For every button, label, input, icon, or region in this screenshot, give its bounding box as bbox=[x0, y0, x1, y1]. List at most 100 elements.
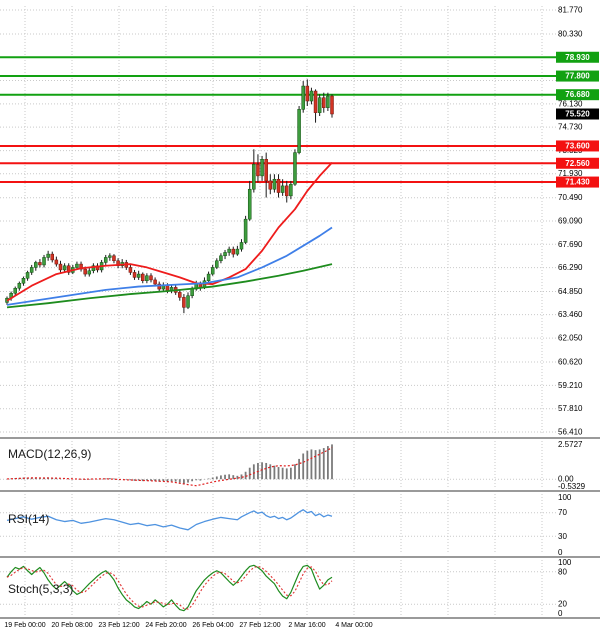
candle bbox=[280, 185, 285, 193]
price-tick-label: 62.050 bbox=[558, 334, 583, 343]
time-label: 24 Feb 20:00 bbox=[145, 622, 186, 629]
candle bbox=[227, 248, 231, 253]
candle bbox=[38, 262, 42, 266]
ma-fast-line bbox=[6, 161, 333, 302]
candle bbox=[305, 85, 310, 102]
stoch-axis-label: 100 bbox=[558, 558, 572, 567]
candle bbox=[112, 255, 116, 262]
candle bbox=[13, 287, 17, 294]
support-price-label-text: 71.430 bbox=[565, 178, 590, 187]
current-price-label-text: 75.520 bbox=[565, 110, 590, 119]
candle bbox=[29, 267, 34, 273]
time-label: 4 Mar 00:00 bbox=[335, 622, 372, 629]
support-price-label-box bbox=[556, 157, 599, 169]
candle bbox=[34, 262, 38, 268]
rsi-indicator-label: RSI(14) bbox=[8, 512, 50, 526]
candle bbox=[317, 97, 322, 113]
price-tick-label: 71.930 bbox=[558, 169, 583, 178]
candle bbox=[313, 90, 318, 113]
candle bbox=[264, 159, 268, 182]
candle bbox=[157, 283, 161, 290]
candle bbox=[297, 109, 301, 153]
candle bbox=[252, 164, 256, 190]
resistance-price-label-text: 76.680 bbox=[565, 90, 590, 99]
resistance-price-label-text: 78.930 bbox=[565, 53, 590, 62]
price-tick-label: 70.490 bbox=[558, 193, 583, 202]
price-tick-label: 56.410 bbox=[558, 428, 583, 437]
candle bbox=[25, 272, 30, 279]
price-tick-label: 74.730 bbox=[558, 123, 583, 132]
candle bbox=[46, 253, 50, 258]
current-price-label-box bbox=[556, 108, 599, 120]
price-tick-label: 80.330 bbox=[558, 29, 583, 38]
candle bbox=[276, 178, 281, 193]
candle bbox=[326, 95, 330, 108]
stoch-axis-label: 20 bbox=[558, 600, 567, 609]
rsi-line bbox=[6, 509, 333, 531]
candle bbox=[66, 265, 71, 273]
candle bbox=[190, 288, 194, 296]
price-tick-label: 67.690 bbox=[558, 240, 583, 249]
candle bbox=[136, 273, 141, 278]
candle bbox=[231, 248, 236, 255]
panel-separator bbox=[0, 556, 600, 558]
candle bbox=[21, 277, 26, 284]
candle bbox=[268, 180, 273, 190]
price-tick-label: 66.290 bbox=[558, 263, 583, 272]
candle bbox=[128, 267, 133, 273]
candle bbox=[206, 273, 211, 281]
candle bbox=[293, 152, 297, 185]
panel-separator bbox=[0, 437, 600, 439]
candle bbox=[243, 218, 248, 243]
stoch-indicator-label: Stoch(5,3,3) bbox=[8, 582, 74, 596]
time-label: 27 Feb 12:00 bbox=[239, 622, 280, 629]
candle bbox=[42, 257, 46, 266]
candle bbox=[83, 268, 87, 275]
stoch-axis-label: 0 bbox=[558, 609, 563, 618]
candle bbox=[54, 259, 59, 265]
support-price-label-box bbox=[556, 140, 599, 152]
candle bbox=[50, 253, 55, 261]
macd-axis-label: 2.5727 bbox=[558, 440, 583, 449]
candle bbox=[223, 252, 227, 257]
price-tick-label: 81.770 bbox=[558, 6, 583, 15]
macd-signal-line bbox=[6, 446, 333, 487]
price-tick-label: 69.090 bbox=[558, 217, 583, 226]
panel-separator bbox=[0, 490, 600, 492]
candle bbox=[330, 95, 334, 115]
candle bbox=[141, 273, 145, 281]
macd-axis-label: -0.5329 bbox=[558, 482, 586, 491]
candle bbox=[182, 297, 186, 308]
candle bbox=[210, 267, 215, 275]
stoch-axis-label: 80 bbox=[558, 567, 567, 576]
macd-indicator-label: MACD(12,26,9) bbox=[8, 447, 92, 461]
candle bbox=[239, 242, 244, 250]
rsi-axis-label: 100 bbox=[558, 493, 572, 502]
time-label: 20 Feb 08:00 bbox=[51, 622, 92, 629]
candle bbox=[108, 255, 112, 258]
support-price-label-box bbox=[556, 176, 599, 188]
candle bbox=[219, 255, 223, 262]
candle bbox=[145, 275, 149, 281]
candle bbox=[132, 272, 137, 278]
candle bbox=[75, 263, 79, 268]
macd-axis-label: 0.00 bbox=[558, 475, 574, 484]
price-tick-label: 63.460 bbox=[558, 310, 583, 319]
ma-mid-line bbox=[6, 226, 333, 306]
resistance-price-label-text: 77.800 bbox=[565, 72, 590, 81]
candle bbox=[284, 185, 289, 197]
candle bbox=[17, 282, 22, 289]
candle bbox=[149, 275, 153, 281]
support-price-label-text: 73.600 bbox=[565, 141, 590, 150]
rsi-axis-label: 70 bbox=[558, 508, 567, 517]
candle bbox=[289, 183, 293, 197]
candle bbox=[178, 292, 182, 298]
price-tick-label: 59.210 bbox=[558, 381, 583, 390]
candle bbox=[103, 257, 108, 263]
candle bbox=[87, 270, 92, 275]
candle bbox=[58, 263, 63, 271]
time-label: 26 Feb 04:00 bbox=[192, 622, 233, 629]
candle bbox=[91, 265, 96, 272]
